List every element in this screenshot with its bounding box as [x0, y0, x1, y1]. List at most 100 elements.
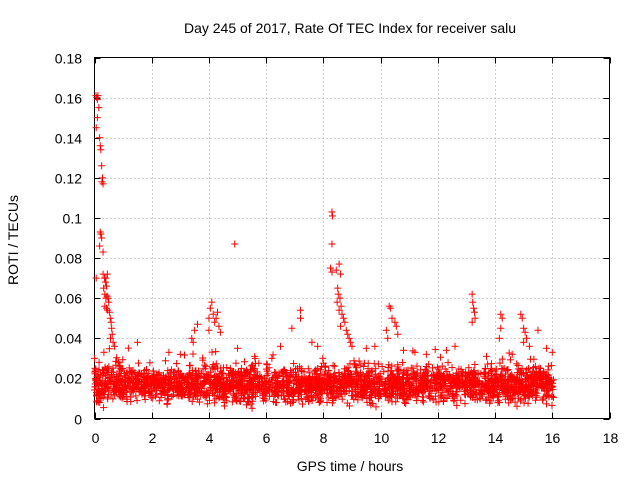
x-tick-label: 12	[431, 430, 447, 446]
data-point	[548, 401, 556, 409]
data-point	[265, 377, 273, 385]
data-point	[145, 369, 153, 377]
data-point	[441, 365, 449, 373]
data-point	[325, 366, 333, 374]
y-tick-label: 0.1	[63, 211, 83, 227]
data-point	[388, 362, 396, 370]
x-tick-label: 4	[206, 430, 214, 446]
data-point	[513, 360, 521, 368]
data-point	[100, 404, 108, 412]
data-point	[140, 392, 148, 400]
data-point	[494, 397, 502, 405]
y-tick-label: 0.16	[55, 91, 82, 107]
data-point	[146, 359, 154, 367]
data-point	[123, 392, 131, 400]
x-tick-label: 16	[545, 430, 561, 446]
data-point	[467, 393, 475, 401]
y-tick-label: 0.14	[55, 131, 82, 147]
data-point	[487, 365, 495, 373]
data-point	[250, 371, 258, 379]
data-point	[444, 359, 452, 367]
data-point	[256, 372, 264, 380]
y-tick-label: 0.06	[55, 291, 82, 307]
data-point	[306, 369, 314, 377]
data-point	[487, 397, 495, 405]
data-point	[189, 350, 197, 358]
plot-area-border	[94, 57, 610, 419]
data-point	[210, 399, 218, 407]
y-tick-label: 0.02	[55, 371, 82, 387]
data-point	[263, 361, 271, 369]
data-point	[232, 359, 240, 367]
data-point	[319, 354, 327, 362]
data-point	[105, 345, 113, 353]
data-point	[531, 362, 539, 370]
data-point	[505, 349, 513, 357]
x-tick-label: 8	[320, 430, 328, 446]
data-point	[240, 358, 248, 366]
data-point	[289, 368, 297, 376]
data-point	[461, 391, 469, 399]
data-point	[374, 360, 382, 368]
data-point	[495, 398, 503, 406]
data-point	[356, 361, 364, 369]
data-point	[399, 395, 407, 403]
data-point	[180, 373, 188, 381]
data-point	[453, 401, 461, 409]
data-point	[457, 396, 465, 404]
data-point	[259, 394, 267, 402]
data-point	[124, 344, 132, 352]
data-point	[433, 363, 441, 371]
y-tick-label: 0.12	[55, 171, 82, 187]
data-point	[395, 366, 403, 374]
data-points	[91, 92, 558, 412]
data-point	[290, 360, 298, 368]
data-point	[498, 355, 506, 363]
data-point	[422, 366, 430, 374]
x-tick-label: 2	[149, 430, 157, 446]
data-point	[351, 376, 359, 384]
data-point	[332, 394, 340, 402]
data-point	[437, 391, 445, 399]
data-point	[352, 367, 360, 375]
grid-lines	[94, 57, 610, 419]
data-point	[329, 361, 337, 369]
data-point	[173, 360, 181, 368]
data-point	[242, 401, 250, 409]
data-point	[172, 373, 180, 381]
data-point	[437, 353, 445, 361]
x-tick-label: 18	[603, 430, 619, 446]
data-point	[201, 361, 209, 369]
data-point	[199, 354, 207, 362]
data-point	[163, 400, 171, 408]
data-point	[543, 380, 551, 388]
x-tick-label: 10	[374, 430, 390, 446]
data-point	[360, 362, 368, 370]
data-point	[252, 383, 260, 391]
data-point	[312, 394, 320, 402]
y-tick-label: 0.18	[55, 51, 82, 67]
data-point	[315, 399, 323, 407]
data-point	[205, 396, 213, 404]
data-point	[429, 364, 437, 372]
data-point	[525, 364, 533, 372]
x-tick-label: 0	[92, 430, 100, 446]
data-point	[325, 394, 333, 402]
data-point	[208, 348, 216, 356]
data-point	[539, 370, 547, 378]
y-tick-label: 0.04	[55, 331, 82, 347]
data-point	[323, 399, 331, 407]
data-point	[147, 391, 155, 399]
data-point	[514, 361, 522, 369]
data-point	[141, 396, 149, 404]
data-point	[511, 398, 519, 406]
data-point	[184, 380, 192, 388]
data-point	[513, 402, 521, 410]
data-point	[501, 395, 509, 403]
data-point	[452, 388, 460, 396]
data-point	[299, 400, 307, 408]
data-point	[375, 382, 383, 390]
data-point	[119, 356, 127, 364]
